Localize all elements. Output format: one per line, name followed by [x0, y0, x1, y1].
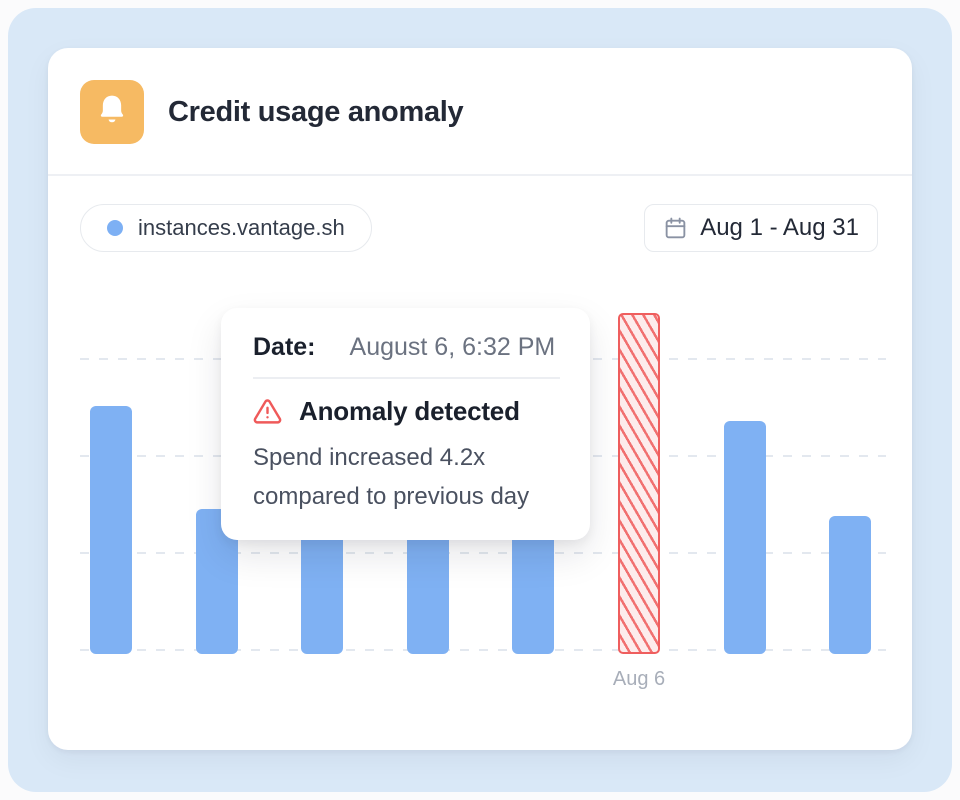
tooltip-date-value: August 6, 6:32 PM — [349, 333, 556, 361]
alert-icon-tile — [80, 80, 144, 144]
bar[interactable] — [829, 516, 872, 654]
date-range-button[interactable]: Aug 1 - Aug 31 — [644, 204, 878, 252]
warning-triangle-icon — [253, 397, 282, 426]
bar[interactable] — [723, 421, 766, 654]
calendar-icon — [663, 216, 688, 241]
anomaly-tooltip: Date: August 6, 6:32 PM Anomaly detected… — [221, 308, 590, 540]
credit-anomaly-card: Credit usage anomaly instances.vantage.s… — [48, 48, 912, 750]
tooltip-date-label: Date: — [253, 333, 316, 361]
resource-chip-label: instances.vantage.sh — [138, 215, 345, 240]
date-range-label: Aug 1 - Aug 31 — [700, 214, 859, 241]
header-divider — [48, 174, 912, 176]
tooltip-divider — [253, 377, 560, 379]
tooltip-alert-title: Anomaly detected — [299, 396, 520, 426]
bar[interactable] — [406, 533, 449, 654]
gridline — [80, 649, 886, 651]
page-title: Credit usage anomaly — [168, 95, 464, 128]
series-color-dot — [107, 220, 123, 236]
tooltip-alert-body: Spend increased 4.2x compared to previou… — [253, 444, 530, 510]
bar[interactable] — [512, 533, 555, 654]
bar[interactable] — [301, 533, 344, 654]
gridline — [80, 552, 886, 554]
bell-icon — [94, 92, 130, 133]
resource-filter-chip[interactable]: instances.vantage.sh — [80, 204, 372, 252]
bar-anomaly[interactable] — [618, 313, 660, 654]
bar[interactable] — [90, 406, 132, 654]
x-tick-label: Aug 6 — [612, 668, 666, 690]
